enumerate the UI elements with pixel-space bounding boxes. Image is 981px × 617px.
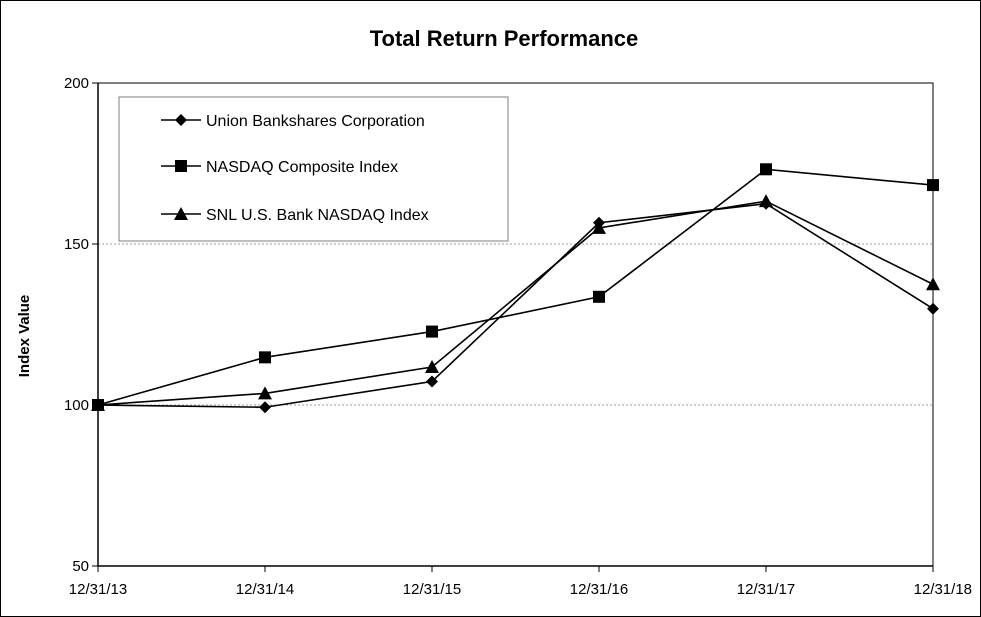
point-0-5 (927, 302, 939, 315)
point-1-4 (760, 163, 772, 176)
x-tick-label-4: 12/31/17 (737, 581, 795, 598)
y-axis-ticks: 50 100 150 200 (64, 75, 98, 575)
point-1-2 (426, 325, 438, 338)
x-tick-label-1: 12/31/14 (236, 581, 294, 598)
y-tick-label-50: 50 (72, 558, 89, 575)
x-tick-label-3: 12/31/16 (570, 581, 628, 598)
legend-label-0: Union Bankshares Corporation (206, 113, 425, 130)
gridlines (98, 243, 933, 406)
legend-marker-0 (175, 114, 187, 126)
legend-label-2: SNL U.S. Bank NASDAQ Index (206, 207, 429, 224)
legend-marker-1 (175, 160, 187, 172)
point-1-5 (927, 179, 939, 192)
legend: Union Bankshares Corporation NASDAQ Compo… (118, 96, 509, 242)
point-2-5 (926, 277, 940, 291)
chart-title: Total Return Performance (370, 26, 639, 51)
point-1-3 (593, 290, 605, 303)
x-tick-label-5: 12/31/18 (914, 581, 972, 598)
y-tick-label-200: 200 (64, 75, 89, 92)
axes (97, 82, 934, 567)
series-line-1 (97, 168, 934, 406)
series-layer (91, 163, 940, 414)
series-line-2 (97, 200, 934, 406)
x-axis-ticks: 12/31/13 12/31/14 12/31/15 12/31/16 12/31/17… (69, 566, 972, 598)
point-2-4 (759, 194, 773, 208)
series-line-0 (97, 202, 934, 409)
point-0-2 (426, 375, 438, 388)
x-tick-label-0: 12/31/13 (69, 581, 127, 598)
legend-marker-2 (174, 207, 188, 220)
y-tick-label-100: 100 (64, 397, 89, 414)
point-2-3 (592, 220, 606, 234)
x-tick-label-2: 12/31/15 (403, 581, 461, 598)
point-1-1 (259, 351, 271, 364)
series-2 (91, 194, 940, 411)
y-axis-label: Index Value (16, 295, 33, 378)
legend-label-1: NASDAQ Composite Index (206, 159, 398, 176)
y-tick-label-150: 150 (64, 236, 89, 253)
point-0-1 (259, 401, 271, 414)
point-2-2 (425, 360, 439, 374)
point-2-1 (258, 386, 272, 400)
point-2-0 (91, 398, 105, 411)
